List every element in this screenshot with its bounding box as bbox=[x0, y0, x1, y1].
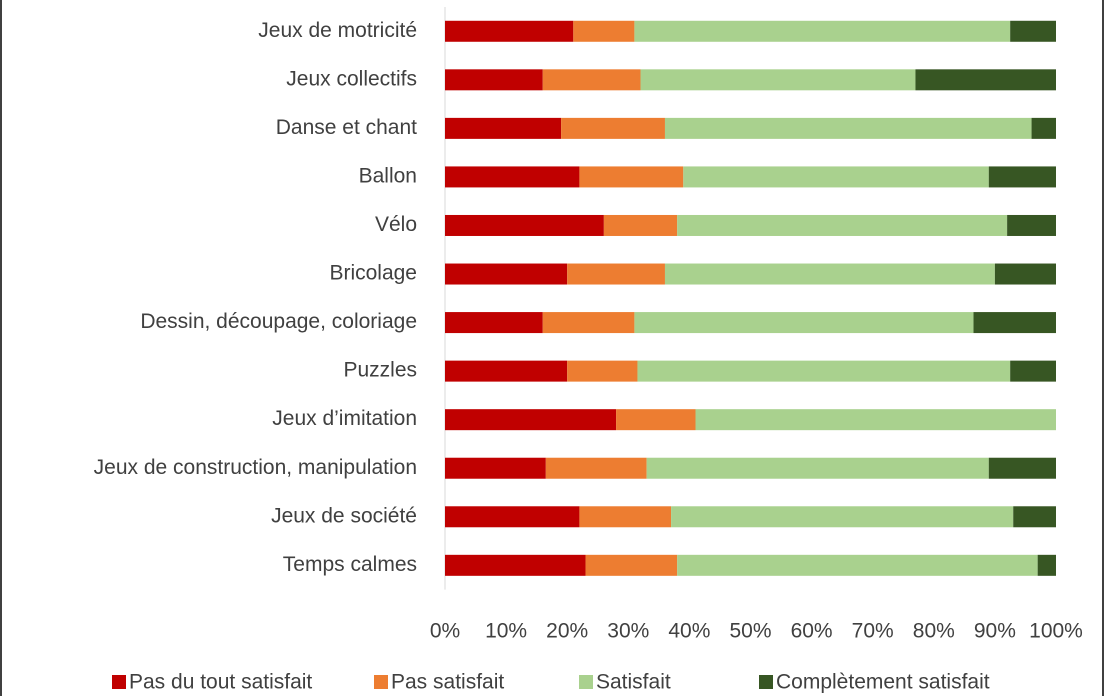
bar-segment bbox=[988, 166, 1056, 188]
bar-segment bbox=[664, 117, 1032, 139]
bar-segment bbox=[695, 409, 1056, 431]
x-tick-label: 20% bbox=[546, 620, 588, 643]
x-tick-label: 60% bbox=[791, 620, 833, 643]
x-tick-label: 40% bbox=[668, 620, 710, 643]
bar-segment bbox=[973, 312, 1056, 334]
x-tick-label: 0% bbox=[430, 620, 460, 643]
y-tick-label: Jeux collectifs bbox=[286, 67, 417, 90]
bar-segment bbox=[445, 214, 604, 236]
bar-segment bbox=[445, 506, 580, 528]
bar-segment bbox=[567, 360, 638, 382]
y-tick-label: Vélo bbox=[375, 213, 417, 236]
legend-label: Pas du tout satisfait bbox=[129, 671, 312, 694]
bar-segment bbox=[634, 312, 974, 334]
y-tick-label: Jeux de société bbox=[271, 504, 417, 527]
bar-segment bbox=[445, 457, 546, 479]
y-tick-label: Bricolage bbox=[329, 262, 417, 285]
bar-segment bbox=[640, 69, 916, 91]
legend-swatch bbox=[759, 675, 773, 689]
legend-label: Pas satisfait bbox=[391, 671, 504, 694]
bar-segment bbox=[1031, 117, 1056, 139]
bar-segment bbox=[603, 214, 678, 236]
y-tick-label: Temps calmes bbox=[283, 553, 417, 576]
y-tick-label: Danse et chant bbox=[276, 116, 417, 139]
bar-segment bbox=[671, 506, 1014, 528]
bar-segment bbox=[1010, 20, 1056, 42]
bar-segment bbox=[445, 554, 586, 576]
bar-segment bbox=[445, 166, 580, 188]
bar-segment bbox=[445, 69, 543, 91]
bar-segment bbox=[585, 554, 678, 576]
bar-segment bbox=[994, 263, 1056, 285]
bar-segment bbox=[915, 69, 1056, 91]
bar-segment bbox=[445, 117, 562, 139]
bar-segment bbox=[561, 117, 665, 139]
legend-swatch bbox=[374, 675, 388, 689]
x-tick-label: 90% bbox=[974, 620, 1016, 643]
bar-segment bbox=[445, 20, 574, 42]
bar-segment bbox=[445, 409, 617, 431]
bar-segment bbox=[634, 20, 1011, 42]
y-tick-label: Jeux de motricité bbox=[258, 19, 417, 42]
bar-segment bbox=[445, 263, 568, 285]
legend-swatch bbox=[579, 675, 593, 689]
x-tick-label: 30% bbox=[607, 620, 649, 643]
bar-segment bbox=[1013, 506, 1056, 528]
bar-segment bbox=[542, 312, 635, 334]
bar-segment bbox=[542, 69, 641, 91]
bar-segment bbox=[567, 263, 665, 285]
bar-segment bbox=[579, 166, 684, 188]
bar-segment bbox=[573, 20, 635, 42]
bar-segment bbox=[579, 506, 672, 528]
bar-segment bbox=[677, 214, 1008, 236]
x-tick-label: 70% bbox=[852, 620, 894, 643]
legend-label: Complètement satisfait bbox=[776, 671, 990, 694]
y-tick-label: Jeux d’imitation bbox=[272, 407, 417, 430]
y-tick-label: Ballon bbox=[359, 164, 417, 187]
y-tick-label: Puzzles bbox=[343, 359, 417, 382]
legend-label: Satisfait bbox=[596, 671, 671, 694]
x-tick-label: 80% bbox=[913, 620, 955, 643]
x-tick-label: 100% bbox=[1029, 620, 1083, 643]
y-tick-label: Dessin, découpage, coloriage bbox=[140, 310, 417, 333]
bar-segment bbox=[677, 554, 1038, 576]
bar-segment bbox=[1007, 214, 1056, 236]
bar-segment bbox=[646, 457, 989, 479]
bar-segment bbox=[683, 166, 989, 188]
bar-segment bbox=[637, 360, 1011, 382]
bar-segment bbox=[1010, 360, 1056, 382]
bar-segment bbox=[545, 457, 647, 479]
x-tick-label: 10% bbox=[485, 620, 527, 643]
legend-swatch bbox=[112, 675, 126, 689]
y-tick-label: Jeux de construction, manipulation bbox=[94, 456, 417, 479]
bar-segment bbox=[445, 312, 543, 334]
bar-segment bbox=[616, 409, 696, 431]
bar-segment bbox=[445, 360, 568, 382]
bar-segment bbox=[1037, 554, 1056, 576]
x-tick-label: 50% bbox=[729, 620, 771, 643]
bar-segment bbox=[988, 457, 1056, 479]
bar-segment bbox=[664, 263, 995, 285]
